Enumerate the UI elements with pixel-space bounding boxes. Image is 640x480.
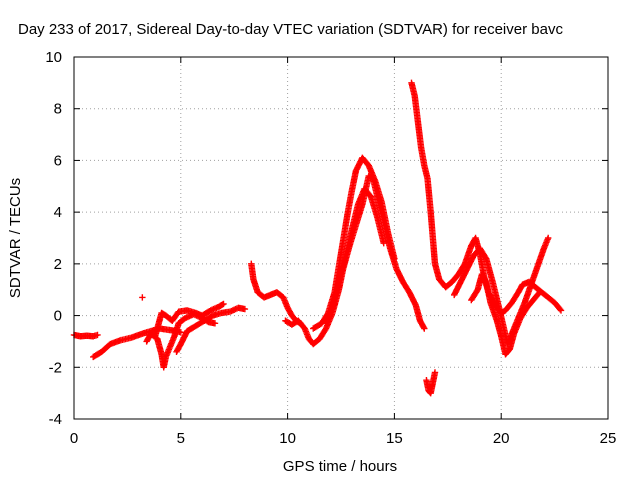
y-tick-label: -2 <box>49 359 62 376</box>
chart-title: Day 233 of 2017, Sidereal Day-to-day VTE… <box>18 21 563 38</box>
y-tick-label: 2 <box>54 256 62 273</box>
series-track-isolated <box>139 294 146 301</box>
grid <box>74 57 608 419</box>
data-points <box>70 79 565 397</box>
data-point <box>241 305 249 313</box>
x-tick-label: 0 <box>70 430 78 447</box>
series-track-early-5 <box>173 304 249 355</box>
data-point <box>544 234 552 242</box>
x-tick-label: 5 <box>177 430 185 447</box>
series-track-mid-4 <box>322 185 387 327</box>
data-point <box>556 306 564 313</box>
series-track-late-4 <box>468 271 543 358</box>
series-track-mid-3 <box>310 154 398 332</box>
data-point <box>420 324 427 331</box>
data-point <box>380 239 387 247</box>
data-point <box>535 290 542 297</box>
data-point <box>220 300 227 308</box>
data-point <box>557 307 565 314</box>
data-point <box>536 289 543 296</box>
x-tick-label: 10 <box>279 430 296 447</box>
data-point <box>211 320 219 327</box>
y-tick-label: -4 <box>49 411 62 428</box>
x-tick-label: 15 <box>386 430 403 447</box>
x-tick-label: 20 <box>493 430 510 447</box>
plot-frame <box>73 56 609 420</box>
data-point <box>431 369 439 376</box>
data-point <box>391 255 398 262</box>
y-tick-label: 4 <box>54 204 62 221</box>
y-tick-label: 6 <box>54 152 62 169</box>
series-track-early-3 <box>143 311 219 371</box>
y-tick-label: 0 <box>54 308 62 325</box>
series-track-early-1 <box>70 331 101 340</box>
x-axis-label: GPS time / hours <box>283 458 397 475</box>
y-axis-label: SDTVAR / TECUs <box>7 178 24 298</box>
y-tick-label: 8 <box>54 101 62 118</box>
y-tick-label: 10 <box>45 49 62 66</box>
data-point <box>94 331 101 339</box>
series-track-late-3 <box>451 234 552 348</box>
series-track-early-4 <box>151 300 227 340</box>
series-track-mid-1 <box>248 260 304 327</box>
series-track-mid-2 <box>282 172 428 348</box>
x-tick-label: 25 <box>600 430 617 447</box>
axis-ticks: 0 5 10 15 20 25 -4 -2 0 2 4 6 8 10 <box>45 49 616 447</box>
data-point <box>421 325 428 332</box>
series-track-late-2 <box>423 369 439 397</box>
data-point <box>139 294 146 301</box>
